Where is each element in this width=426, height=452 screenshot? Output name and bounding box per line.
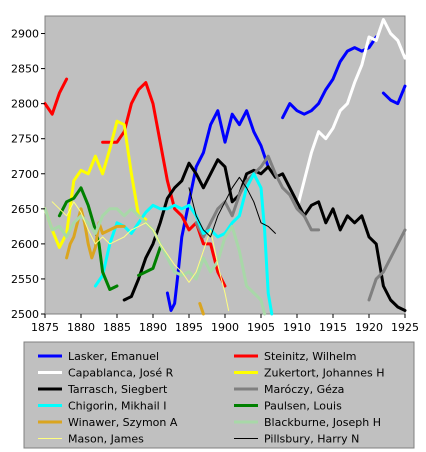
legend-item: Paulsen, Louis — [234, 400, 342, 413]
legend-item: Chigorin, Mikhail I — [38, 400, 166, 413]
legend-item: Lasker, Emanuel — [38, 350, 159, 363]
legend-label: Mason, James — [68, 433, 144, 446]
x-tick-label: 1920 — [355, 321, 383, 334]
legend-label: Zukertort, Johannes H — [264, 367, 385, 380]
y-tick-label: 2650 — [11, 203, 39, 216]
series-3 — [43, 119, 148, 249]
x-tick-label: 1915 — [319, 321, 347, 334]
series-2 — [295, 18, 407, 211]
legend-label: Maróczy, Géza — [264, 383, 344, 396]
axis-layer: 2500 2550 2600 2650 2700 2750 2800 2850 2900 1875… — [11, 28, 419, 334]
legend-item: Zukertort, Johannes H — [234, 367, 385, 380]
series-4 — [122, 158, 407, 312]
legend-item: Maróczy, Géza — [234, 383, 344, 396]
legend-label: Blackburne, Joseph H — [264, 416, 381, 429]
legend-item: Blackburne, Joseph H — [234, 416, 381, 429]
legend-item: Pillsbury, Harry N — [234, 433, 359, 446]
series-line — [43, 119, 148, 249]
series-line — [51, 201, 230, 311]
series-10 — [51, 201, 230, 311]
x-tick-label: 1910 — [283, 321, 311, 334]
series-8 — [65, 207, 205, 316]
x-tick-label: 1895 — [175, 321, 203, 334]
legend-item: Steinitz, Wilhelm — [234, 350, 357, 363]
y-tick-label: 2550 — [11, 273, 39, 286]
y-tick-label: 2750 — [11, 133, 39, 146]
series-line — [281, 35, 378, 120]
series-line — [57, 186, 119, 291]
legend — [23, 341, 415, 449]
legend-item: Capablanca, José R — [38, 367, 174, 380]
x-tick-label: 1905 — [247, 321, 275, 334]
x-tick-label: 1900 — [211, 321, 239, 334]
legend-label: Chigorin, Mikhail I — [68, 400, 166, 413]
series-line — [295, 18, 407, 211]
series-line — [122, 158, 407, 312]
series-line — [165, 109, 270, 312]
series-5 — [194, 154, 407, 302]
x-tick-label: 1890 — [139, 321, 167, 334]
series-layer — [43, 18, 407, 316]
legend-label: Pillsbury, Harry N — [264, 433, 359, 446]
series-line — [188, 176, 276, 238]
series-line — [137, 245, 162, 277]
series-6 — [93, 172, 274, 316]
legend-item: Tarrasch, Siegbert — [38, 383, 168, 396]
y-tick-label: 2600 — [11, 238, 39, 251]
legend-entries: Lasker, Emanuel Steinitz, Wilhelm Capablan… — [38, 350, 385, 446]
y-tick-label: 2900 — [11, 28, 39, 41]
series-line — [43, 77, 69, 116]
series-0 — [165, 35, 407, 312]
y-tick-label: 2800 — [11, 98, 39, 111]
x-tick-label: 1885 — [103, 321, 131, 334]
series-line — [194, 154, 321, 239]
legend-label: Winawer, Szymon A — [68, 416, 178, 429]
series-line — [381, 84, 407, 106]
legend-label: Capablanca, José R — [68, 367, 174, 380]
legend-label: Steinitz, Wilhelm — [264, 350, 357, 363]
legend-label: Lasker, Emanuel — [68, 350, 159, 363]
series-line — [93, 172, 274, 316]
legend-item: Winawer, Szymon A — [38, 416, 178, 429]
legend-item: Mason, James — [38, 433, 144, 446]
x-tick-label: 1875 — [31, 321, 59, 334]
series-7 — [57, 186, 162, 291]
series-line — [198, 302, 205, 316]
series-11 — [188, 176, 276, 238]
series-line — [367, 228, 407, 302]
series-line — [65, 207, 126, 260]
x-tick-label: 1880 — [67, 321, 95, 334]
legend-label: Paulsen, Louis — [264, 400, 342, 413]
y-tick-label: 2850 — [11, 63, 39, 76]
y-tick-label: 2700 — [11, 168, 39, 181]
x-tick-label: 1925 — [391, 321, 419, 334]
y-tick-label: 2500 — [11, 308, 39, 321]
legend-label: Tarrasch, Siegbert — [67, 383, 168, 396]
